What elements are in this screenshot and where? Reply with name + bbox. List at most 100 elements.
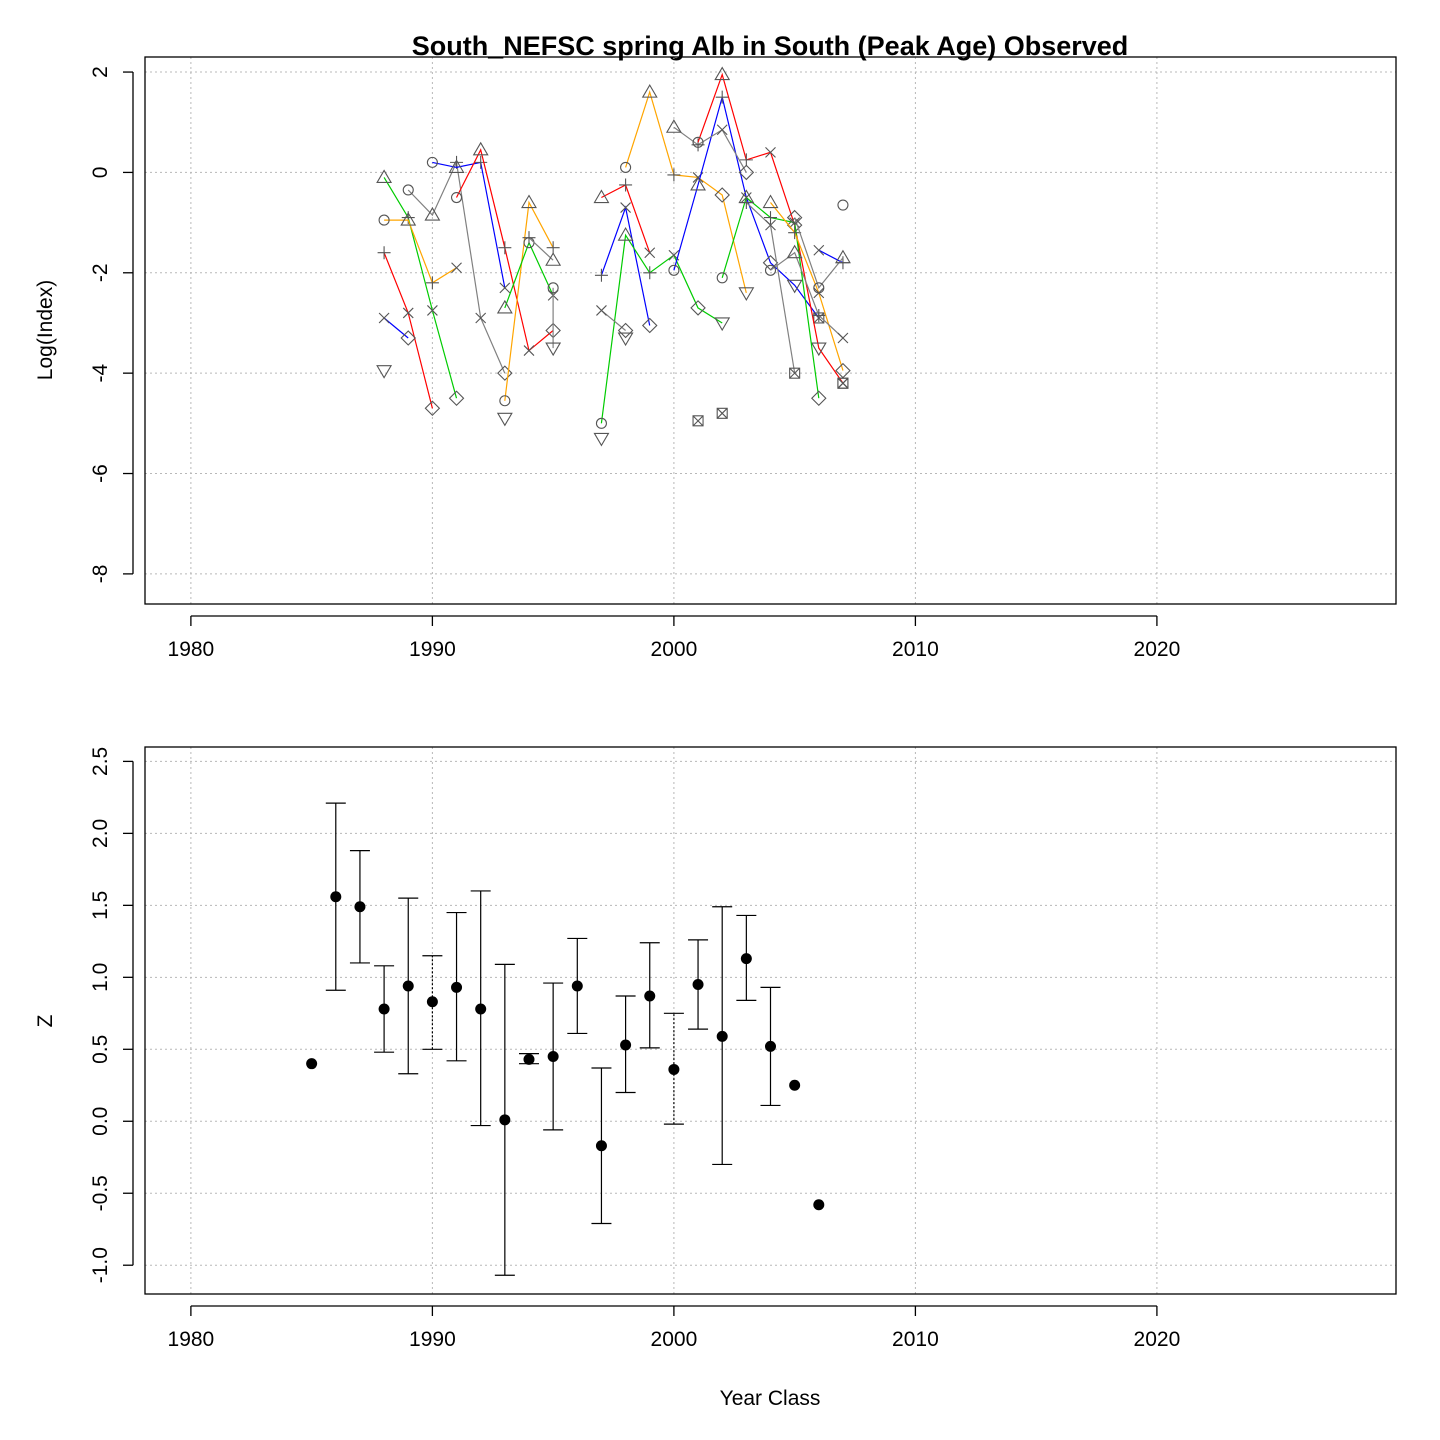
data-point-triangle-up bbox=[786, 244, 803, 259]
data-point-triangle-up bbox=[714, 66, 731, 81]
z-point bbox=[523, 1053, 535, 1065]
cohort-line bbox=[673, 126, 747, 173]
y-tick-label: 0.0 bbox=[89, 1107, 112, 1136]
cohort-series-7 bbox=[499, 194, 560, 407]
data-point-circle bbox=[837, 199, 849, 211]
z-point bbox=[692, 979, 704, 991]
data-point-x bbox=[837, 332, 849, 344]
data-point-diamond bbox=[641, 317, 658, 334]
data-point-plus bbox=[715, 90, 729, 104]
cohort-series-13 bbox=[593, 178, 656, 259]
data-point-circle bbox=[547, 282, 559, 294]
z-point bbox=[620, 1039, 632, 1051]
y-tick-label: 1.5 bbox=[89, 891, 112, 920]
data-point-plus bbox=[474, 155, 488, 169]
z-point bbox=[330, 891, 342, 903]
z-point bbox=[595, 1140, 607, 1152]
z-point bbox=[547, 1050, 559, 1062]
z-estimate-2003 bbox=[736, 914, 757, 1001]
data-point-circle bbox=[716, 272, 728, 284]
x-tick-label: 2000 bbox=[651, 638, 698, 661]
x-tick-label: 2010 bbox=[892, 638, 939, 661]
data-point-diamond bbox=[714, 187, 730, 203]
x-tick-label: 1980 bbox=[168, 1328, 215, 1351]
log-index-series bbox=[376, 66, 851, 447]
bottom-y-axis-title: Z bbox=[34, 1014, 57, 1027]
cohort-series-29 bbox=[837, 199, 849, 211]
cohort-line bbox=[383, 177, 458, 399]
y-tick-label: 1.0 bbox=[89, 963, 112, 992]
data-point-plus bbox=[546, 241, 560, 255]
data-point-x bbox=[427, 305, 438, 316]
z-point bbox=[740, 953, 752, 965]
data-point-plus bbox=[667, 168, 681, 182]
z-estimate-2005 bbox=[789, 1079, 801, 1091]
data-point-circle bbox=[426, 156, 438, 168]
data-point-triangle-up bbox=[641, 84, 658, 98]
data-point-x bbox=[813, 244, 825, 256]
data-point-triangle-up bbox=[448, 159, 465, 173]
data-point-x bbox=[620, 202, 631, 213]
cohort-line bbox=[794, 217, 844, 290]
cohort-series-5 bbox=[426, 155, 511, 294]
data-point-plus bbox=[498, 241, 512, 255]
z-estimate-2004 bbox=[760, 986, 781, 1107]
data-point-diamond bbox=[690, 300, 706, 316]
data-point-plus bbox=[425, 276, 439, 290]
data-point-x bbox=[475, 312, 487, 324]
cohort-series-26 bbox=[764, 244, 849, 344]
cohort-series-0 bbox=[377, 246, 441, 417]
cohort-line bbox=[432, 161, 506, 288]
z-estimate-2000 bbox=[663, 1012, 684, 1125]
cohort-line bbox=[770, 202, 844, 371]
data-point-plus bbox=[788, 226, 802, 240]
data-point-x bbox=[765, 219, 776, 231]
data-point-triangle-up bbox=[665, 119, 682, 133]
z-estimate-2002 bbox=[712, 906, 733, 1166]
z-estimate-2006 bbox=[813, 1199, 825, 1211]
cohort-line bbox=[600, 205, 651, 326]
data-point-boxx bbox=[837, 377, 849, 389]
cohort-series-9 bbox=[496, 412, 513, 427]
y-tick-label: -0.5 bbox=[89, 1175, 112, 1211]
cohort-series-27 bbox=[813, 244, 850, 270]
cohort-series-14 bbox=[594, 202, 658, 334]
z-estimate-1991 bbox=[446, 911, 467, 1062]
data-point-circle bbox=[764, 264, 777, 276]
z-point bbox=[571, 980, 583, 992]
data-point-diamond bbox=[738, 164, 755, 181]
z-point bbox=[306, 1058, 318, 1070]
data-point-triangle-down bbox=[714, 317, 731, 332]
data-point-x bbox=[499, 282, 511, 294]
data-point-triangle-down bbox=[786, 279, 803, 294]
cohort-series-2 bbox=[376, 169, 465, 407]
z-estimate-1986 bbox=[325, 802, 346, 991]
data-point-triangle-down bbox=[738, 287, 755, 301]
data-point-plus bbox=[594, 268, 608, 282]
cohort-series-3 bbox=[378, 212, 462, 290]
data-point-circle bbox=[450, 191, 463, 204]
cohort-line bbox=[504, 200, 554, 401]
data-point-triangle-up bbox=[834, 249, 851, 264]
data-point-triangle-up bbox=[690, 176, 707, 191]
x-tick-label: 2010 bbox=[892, 1328, 939, 1351]
y-tick-label: 2 bbox=[89, 66, 112, 78]
x-tick-label: 1990 bbox=[409, 1328, 456, 1351]
cohort-series-6 bbox=[450, 141, 561, 356]
data-point-triangle-up bbox=[496, 299, 513, 314]
data-point-triangle-down bbox=[617, 332, 634, 347]
data-point-x bbox=[378, 312, 390, 324]
z-estimate-1987 bbox=[349, 850, 370, 964]
cohort-line bbox=[601, 184, 651, 253]
cohort-line bbox=[384, 219, 457, 284]
data-point-triangle-up bbox=[545, 252, 562, 266]
z-estimate-1985 bbox=[306, 1058, 318, 1070]
z-point bbox=[475, 1003, 487, 1015]
cohort-series-8 bbox=[496, 237, 559, 314]
chart-title: South_NEFSC spring Alb in South (Peak Ag… bbox=[412, 31, 1129, 61]
z-point bbox=[402, 980, 414, 992]
cohort-series-16 bbox=[620, 84, 755, 301]
y-tick-label: -2 bbox=[89, 263, 112, 282]
z-estimate-1994 bbox=[518, 1053, 539, 1065]
